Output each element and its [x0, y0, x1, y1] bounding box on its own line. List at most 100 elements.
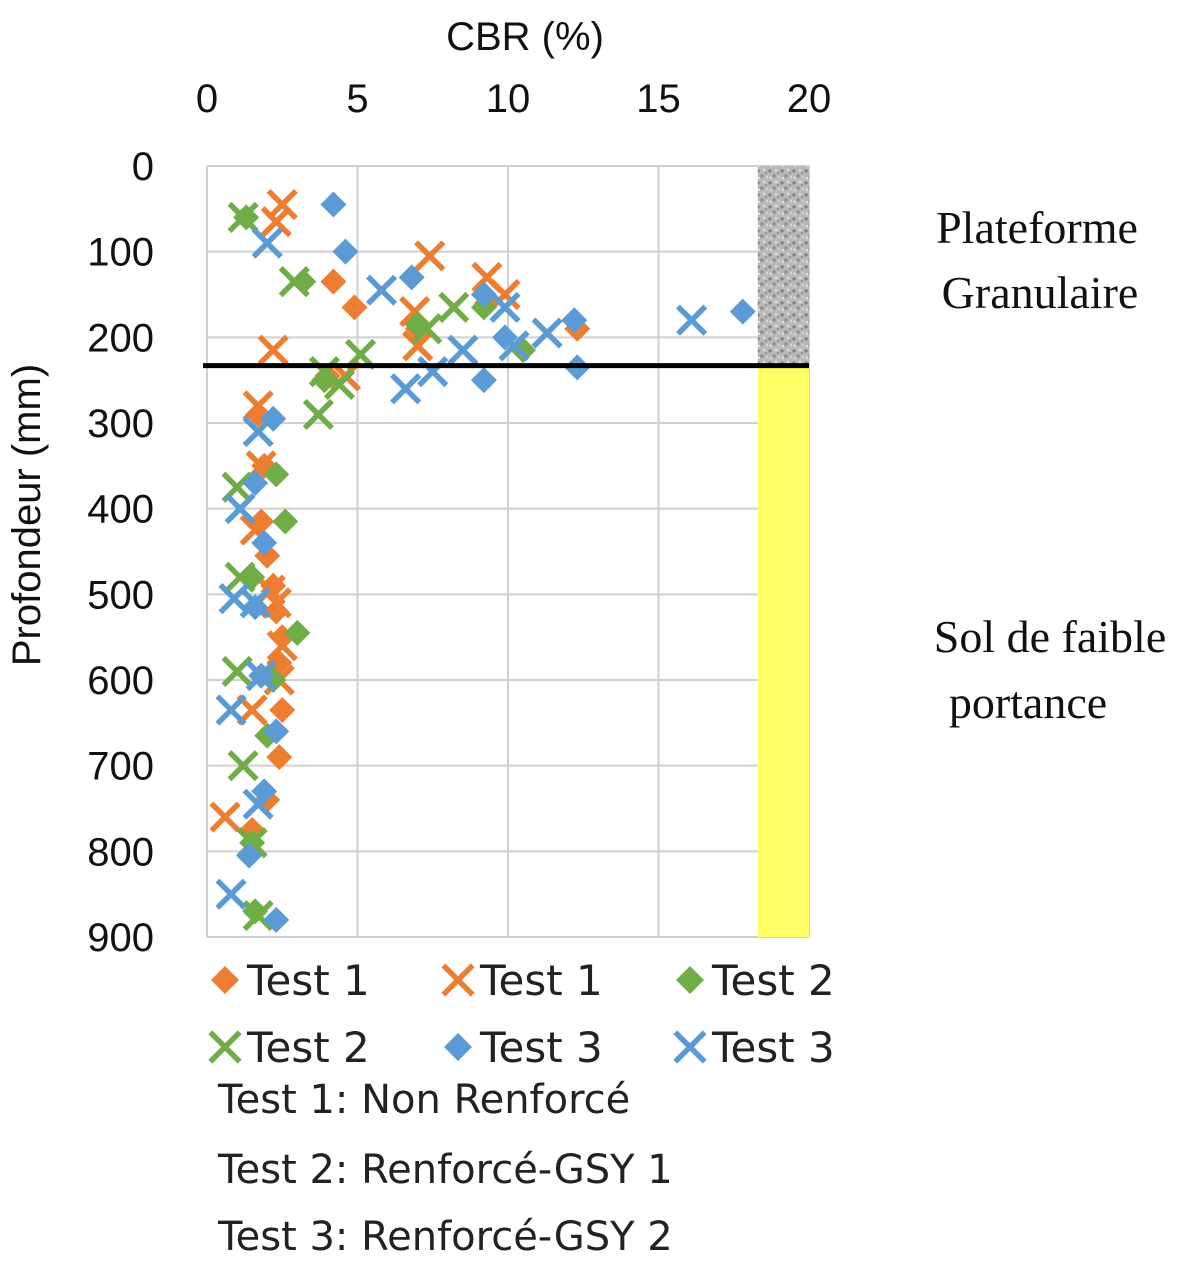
point-series-5-16: [251, 778, 278, 805]
point-series-5-15: [263, 718, 290, 745]
legend-marker-6: [673, 1030, 707, 1064]
legend-marker-1: [211, 966, 239, 994]
y-tick-label-1: 100: [87, 231, 154, 275]
legend-marker-3: [676, 966, 704, 994]
legend-label-3: Test 2: [711, 956, 835, 1005]
point-series-1-16: [266, 744, 293, 771]
series-4: [221, 201, 470, 932]
point-series-6-7: [417, 356, 449, 388]
point-series-6-17: [215, 878, 247, 910]
point-series-4-11: [221, 655, 253, 688]
legend-marker-2: [441, 963, 475, 997]
x-tick-label-1: 5: [346, 77, 368, 121]
x-tick-label-4: 20: [787, 77, 832, 121]
point-series-6-4: [531, 317, 563, 349]
y-tick-label-0: 0: [132, 145, 154, 189]
legend-note-test-1: Test 1: Non Renforcé: [217, 1077, 630, 1123]
y-tick-label-5: 500: [87, 573, 154, 617]
point-series-2-18: [209, 801, 241, 833]
series-6: [215, 227, 708, 910]
point-series-6-11: [224, 493, 256, 525]
point-series-5-2: [332, 238, 359, 265]
layer-label-granular-line-1: Plateforme: [936, 202, 1138, 253]
y-tick-label-8: 800: [87, 830, 154, 874]
point-series-3-7: [263, 461, 290, 488]
y-tick-labels: 0 100 200 300 400 500 600 700 800 900: [87, 145, 154, 960]
legend-label-1: Test 1: [246, 956, 370, 1005]
point-series-4-4: [438, 291, 470, 323]
point-series-6-10: [242, 415, 274, 448]
point-series-5-18: [263, 906, 290, 933]
point-series-5-17: [236, 842, 263, 869]
point-series-3-10: [284, 619, 311, 646]
point-series-5-9: [470, 367, 497, 394]
x-axis-title: CBR (%): [446, 15, 604, 59]
point-series-5-11: [242, 469, 269, 496]
point-series-6-15: [215, 694, 247, 726]
legend-marker-5: [444, 1033, 472, 1061]
y-tick-label-2: 200: [87, 316, 154, 360]
point-series-6-8: [390, 373, 422, 405]
point-series-4-8: [302, 398, 334, 431]
y-tick-label-4: 400: [87, 488, 154, 532]
point-series-2-7: [402, 330, 434, 362]
y-tick-label-6: 600: [87, 659, 154, 703]
series-5: [236, 191, 756, 933]
point-series-4-1: [227, 201, 259, 233]
point-series-4-10: [224, 561, 256, 593]
y-tick-label-7: 700: [87, 745, 154, 789]
point-series-2-1: [266, 188, 298, 221]
point-series-4-14: [242, 899, 274, 932]
point-series-6-9: [676, 304, 708, 336]
point-series-6-5: [498, 330, 530, 362]
point-series-1-1: [320, 268, 347, 295]
layer-label-granular-line-2: Granulaire: [942, 267, 1139, 318]
x-tick-label-2: 10: [486, 77, 531, 121]
point-series-3-8: [272, 508, 299, 535]
layer-band-1: [757, 166, 809, 366]
point-series-5-12: [251, 529, 278, 556]
x-tick-labels: 0 5 10 15 20: [196, 77, 831, 121]
legend-label-6: Test 3: [711, 1023, 835, 1072]
point-series-6-14: [245, 660, 277, 692]
series-1: [239, 268, 591, 843]
legend-label-2: Test 1: [479, 956, 603, 1005]
point-series-1-2: [341, 294, 368, 321]
x-tick-label-0: 0: [196, 77, 218, 121]
layer-label-soil-line-2: portance: [949, 677, 1107, 728]
point-series-6-2: [365, 274, 398, 306]
series-3: [233, 204, 537, 925]
legend-note-test-3: Test 3: Renforcé-GSY 2: [217, 1214, 673, 1260]
point-series-5-6: [561, 307, 588, 334]
point-series-5-1: [320, 191, 347, 218]
point-series-4-7: [323, 368, 356, 401]
x-tick-label-3: 15: [636, 77, 681, 121]
y-tick-label-3: 300: [87, 402, 154, 446]
point-series-4-3: [411, 313, 443, 345]
point-series-5-4: [470, 281, 497, 308]
legend-label-4: Test 2: [246, 1023, 370, 1072]
point-series-2-3: [414, 240, 446, 272]
point-series-6-13: [239, 587, 271, 619]
point-series-2-8: [257, 334, 289, 366]
layer-label-soil-line-1: Sol de faible: [934, 611, 1167, 662]
legend-label-5: Test 3: [479, 1023, 603, 1072]
legend-marker-4: [208, 1030, 242, 1064]
point-series-6-1: [251, 227, 283, 259]
point-series-4-12: [227, 750, 259, 782]
point-series-1-15: [269, 696, 296, 723]
y-axis-title: Profondeur (mm): [5, 364, 49, 666]
layer-column: [757, 166, 809, 937]
point-series-6-16: [242, 788, 274, 820]
y-tick-label-9: 900: [87, 916, 154, 960]
point-series-2-5: [489, 278, 521, 311]
point-series-2-2: [260, 206, 292, 238]
data-points: [209, 188, 756, 933]
layer-band-2: [757, 365, 809, 937]
point-series-5-8: [729, 298, 756, 325]
point-series-6-3: [489, 291, 521, 323]
point-series-5-3: [398, 264, 425, 291]
point-series-1-12: [263, 598, 290, 625]
point-series-5-13: [242, 594, 269, 621]
